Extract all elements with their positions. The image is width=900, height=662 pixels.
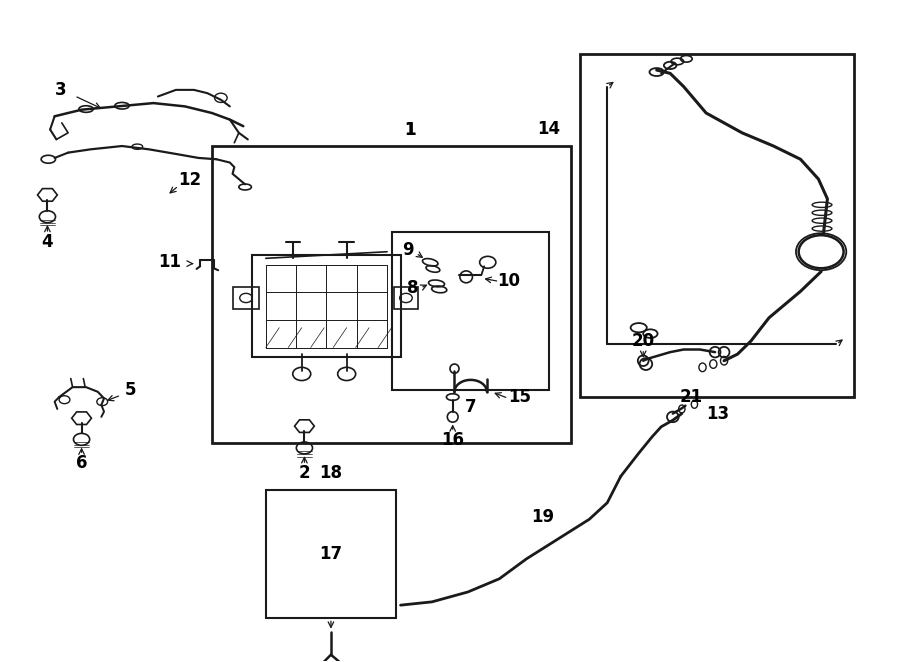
Text: 2: 2 bbox=[299, 464, 310, 482]
Text: 8: 8 bbox=[407, 279, 418, 297]
Bar bbox=[392, 232, 549, 391]
Text: 19: 19 bbox=[531, 508, 554, 526]
Text: 3: 3 bbox=[55, 81, 67, 99]
Text: 1: 1 bbox=[404, 120, 415, 138]
Text: 14: 14 bbox=[537, 120, 561, 138]
Text: 17: 17 bbox=[320, 545, 343, 563]
Text: 15: 15 bbox=[508, 388, 532, 406]
Text: 4: 4 bbox=[41, 233, 53, 251]
Text: 1: 1 bbox=[404, 120, 415, 138]
Text: 20: 20 bbox=[632, 332, 655, 350]
Bar bbox=[580, 54, 854, 397]
Text: 18: 18 bbox=[320, 464, 342, 482]
Text: 12: 12 bbox=[178, 171, 201, 189]
Circle shape bbox=[798, 235, 843, 268]
Text: 7: 7 bbox=[464, 398, 476, 416]
Bar bbox=[266, 489, 396, 618]
Text: 6: 6 bbox=[76, 454, 87, 472]
Text: 9: 9 bbox=[402, 242, 414, 260]
Text: 11: 11 bbox=[158, 253, 181, 271]
Text: 13: 13 bbox=[706, 404, 729, 422]
Text: 21: 21 bbox=[680, 388, 702, 406]
Bar bbox=[212, 146, 572, 444]
Text: 16: 16 bbox=[441, 431, 464, 449]
Text: 10: 10 bbox=[497, 273, 520, 291]
Text: 5: 5 bbox=[125, 381, 137, 399]
